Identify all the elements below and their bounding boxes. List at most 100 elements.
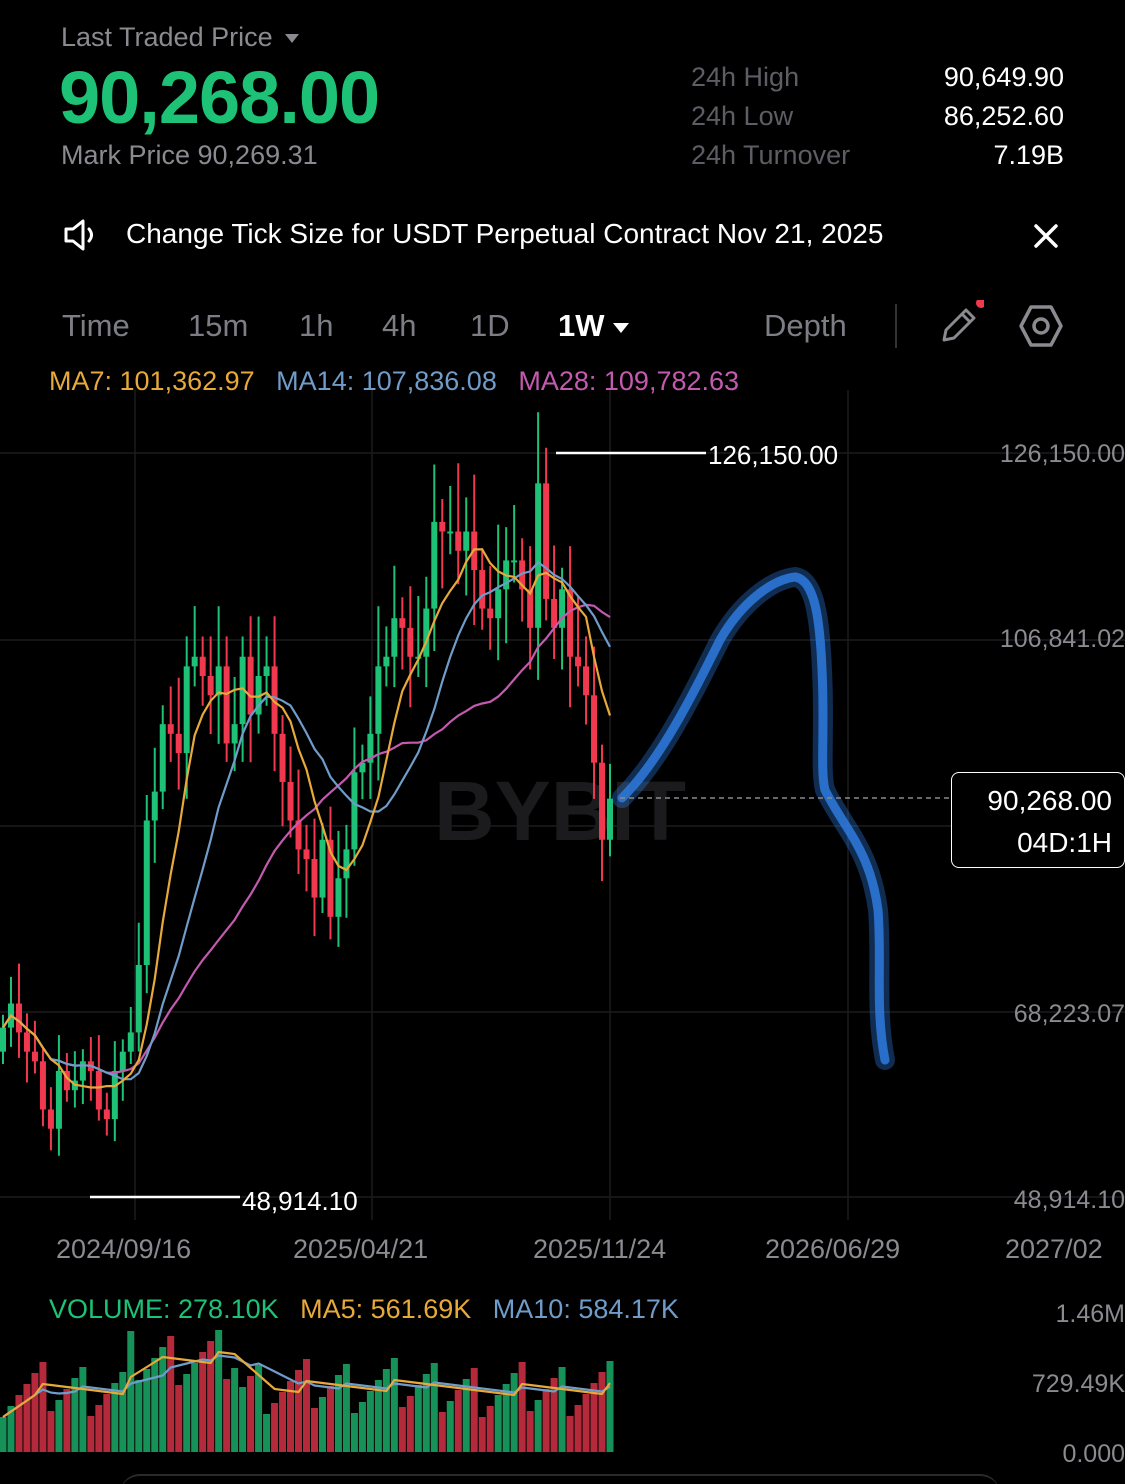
volume-bar bbox=[263, 1414, 271, 1452]
candle-body bbox=[279, 733, 286, 782]
volume-bar bbox=[558, 1367, 566, 1452]
candle-countdown: 04D:1H bbox=[1017, 827, 1112, 858]
last-traded-price-selector[interactable]: Last Traded Price bbox=[61, 22, 299, 53]
volume-bar bbox=[606, 1361, 614, 1452]
ma28-value: MA28: 109,782.63 bbox=[518, 366, 740, 396]
price-axis-label-3: 68,223.07 bbox=[1013, 1000, 1125, 1028]
vol-ma5-value: MA5: 561.69K bbox=[300, 1294, 472, 1324]
volume-bar bbox=[0, 1417, 7, 1452]
current-price-box[interactable]: 90,268.00 04D:1H bbox=[951, 772, 1125, 868]
volume-bar bbox=[598, 1372, 606, 1452]
price-chart[interactable]: BYBIT bbox=[0, 390, 1125, 1220]
volume-bar bbox=[326, 1386, 334, 1452]
price-axis-label-4: 48,914.10 bbox=[1013, 1186, 1125, 1214]
stat-value-low: 86,252.60 bbox=[943, 101, 1064, 131]
volume-bar bbox=[55, 1400, 63, 1452]
volume-bar bbox=[310, 1408, 318, 1452]
volume-bar bbox=[95, 1405, 103, 1452]
tab-15m[interactable]: 15m bbox=[188, 308, 249, 343]
volume-bar bbox=[151, 1358, 159, 1452]
volume-bar bbox=[590, 1383, 598, 1452]
candle-body bbox=[255, 675, 262, 715]
candle-body bbox=[63, 1070, 70, 1091]
volume-axis-label-3: 0.000 bbox=[1062, 1440, 1125, 1468]
period-low-label: 48,914.10 bbox=[242, 1186, 358, 1216]
tab-depth[interactable]: Depth bbox=[764, 308, 847, 343]
candle-body bbox=[543, 483, 550, 599]
candle-body bbox=[399, 618, 406, 628]
candle-body bbox=[303, 849, 310, 860]
candle-body bbox=[183, 666, 190, 754]
candle-body bbox=[391, 618, 398, 657]
candle-body bbox=[431, 521, 438, 609]
volume-bar bbox=[7, 1406, 15, 1452]
close-icon[interactable] bbox=[1032, 222, 1060, 250]
volume-bar bbox=[334, 1375, 342, 1452]
mark-price: Mark Price 90,269.31 bbox=[61, 140, 318, 170]
candle-body bbox=[159, 724, 166, 792]
candle-body bbox=[143, 820, 150, 965]
volume-bar bbox=[167, 1336, 175, 1452]
candle-body bbox=[79, 1061, 86, 1081]
stat-label-high: 24h High bbox=[691, 62, 800, 92]
tab-1w-label: 1W bbox=[558, 308, 605, 343]
caret-down-icon bbox=[612, 322, 629, 333]
volume-chart bbox=[0, 1330, 614, 1452]
candle-body bbox=[407, 627, 414, 657]
last-traded-label: Last Traded Price bbox=[61, 22, 273, 52]
stat-value-high: 90,649.90 bbox=[943, 62, 1064, 92]
candle-body bbox=[583, 666, 590, 696]
tab-1h[interactable]: 1h bbox=[299, 308, 334, 343]
candle-body bbox=[327, 839, 334, 917]
volume-bar bbox=[510, 1373, 518, 1452]
tab-1d[interactable]: 1D bbox=[470, 308, 510, 343]
candle-body bbox=[567, 589, 574, 657]
candle-body bbox=[95, 1070, 102, 1110]
volume-bar bbox=[255, 1365, 263, 1452]
candle-body bbox=[127, 1032, 134, 1052]
candle-body bbox=[575, 656, 582, 667]
volume-bar bbox=[390, 1358, 398, 1452]
volume-bar bbox=[534, 1400, 542, 1452]
candle-body bbox=[167, 724, 174, 734]
volume-bar bbox=[183, 1374, 191, 1452]
volume-bar bbox=[486, 1406, 494, 1452]
candle-body bbox=[287, 781, 294, 821]
candles bbox=[0, 412, 613, 1156]
candle-body bbox=[351, 772, 358, 850]
date-axis-label-1: 2024/09/16 bbox=[56, 1234, 192, 1264]
pencil-icon[interactable] bbox=[936, 298, 986, 348]
candle-body bbox=[383, 656, 390, 667]
candle-body bbox=[367, 733, 374, 763]
candle-body bbox=[135, 964, 142, 1033]
tab-4h[interactable]: 4h bbox=[382, 308, 417, 343]
stat-label-low: 24h Low bbox=[691, 101, 794, 131]
volume-bar bbox=[318, 1397, 326, 1452]
volume-axis-label-1: 1.46M bbox=[1055, 1300, 1125, 1328]
candle-body bbox=[119, 1051, 126, 1071]
volume-bar bbox=[303, 1359, 310, 1452]
candle-body bbox=[607, 798, 613, 840]
vol-ma5-line bbox=[2, 1350, 611, 1418]
tab-time[interactable]: Time bbox=[62, 308, 130, 343]
date-axis-label-2: 2025/04/21 bbox=[293, 1234, 429, 1264]
volume-bar bbox=[103, 1394, 111, 1452]
volume-bar bbox=[446, 1401, 454, 1452]
tab-divider bbox=[895, 304, 897, 348]
candle-body bbox=[551, 598, 558, 628]
volume-bar bbox=[175, 1385, 183, 1452]
candle-body bbox=[319, 839, 326, 898]
candle-body bbox=[511, 560, 518, 563]
settings-icon[interactable] bbox=[1018, 303, 1064, 349]
volume-bar bbox=[430, 1363, 438, 1452]
stat-value-turnover: 7.19B bbox=[993, 140, 1064, 170]
ma7-value: MA7: 101,362.97 bbox=[49, 366, 255, 396]
volume-bar bbox=[111, 1383, 119, 1452]
candle-body bbox=[111, 1070, 118, 1120]
candle-body bbox=[215, 666, 222, 696]
ma-legend: MA7: 101,362.97 MA14: 107,836.08 MA28: 1… bbox=[49, 366, 739, 397]
volume-bar bbox=[374, 1380, 382, 1452]
volume-bar bbox=[63, 1389, 71, 1452]
tab-1w[interactable]: 1W bbox=[558, 308, 629, 344]
notice-text[interactable]: Change Tick Size for USDT Perpetual Cont… bbox=[126, 218, 884, 249]
